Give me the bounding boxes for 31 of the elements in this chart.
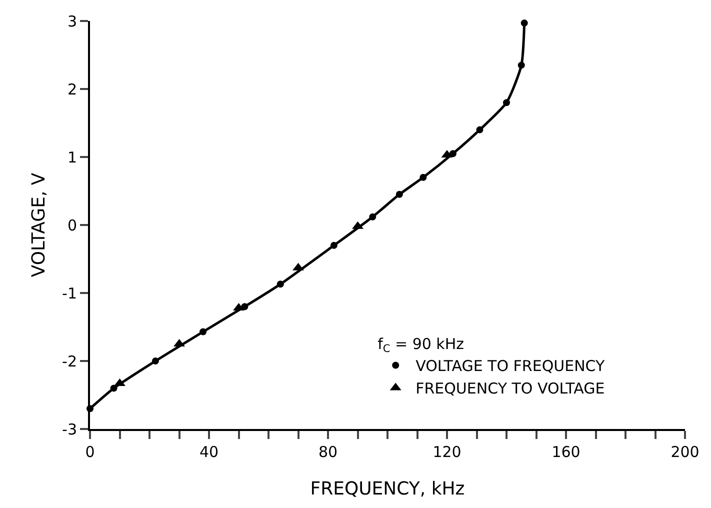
x-tick-label: 120	[432, 443, 462, 461]
point	[503, 99, 510, 106]
legend-title: f$_{C}$ = 90 kHz	[378, 335, 464, 356]
y-tick-label: -3	[62, 420, 77, 438]
point	[110, 384, 118, 392]
point	[476, 126, 484, 134]
point	[200, 328, 207, 336]
x-tick-label: 80	[318, 443, 338, 461]
point	[330, 242, 338, 249]
y-tick-label: -2	[62, 352, 77, 370]
y-tick-label: 1	[67, 148, 77, 166]
x-tick-label: 40	[199, 443, 219, 461]
point	[520, 20, 528, 27]
y-tick-label: 2	[67, 80, 77, 98]
x-tick-label: 200	[670, 443, 700, 461]
x-axis-title: FREQUENCY, kHz	[310, 478, 465, 500]
x-tick-label: 0	[85, 443, 95, 461]
point	[276, 280, 284, 288]
point	[518, 62, 525, 69]
y-tick-label: -1	[62, 284, 77, 302]
point	[420, 174, 427, 181]
point	[396, 190, 403, 198]
point	[449, 150, 456, 158]
point	[369, 213, 376, 220]
x-tick-label: 160	[552, 443, 580, 461]
legend-label: FREQUENCY TO VOLTAGE	[416, 380, 605, 398]
legend-label: VOLTAGE TO FREQUENCY	[416, 357, 606, 376]
point	[152, 358, 159, 364]
y-axis-title: VOLTAGE, V	[28, 172, 50, 278]
y-tick-label: 0	[67, 216, 77, 234]
y-tick-label: 3	[67, 12, 77, 30]
